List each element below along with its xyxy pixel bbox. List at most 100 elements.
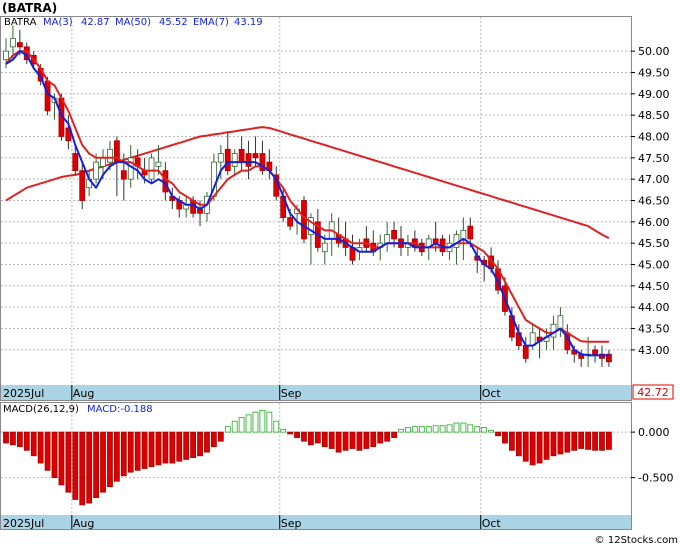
macd-bar: [439, 425, 446, 433]
macd-bar: [72, 431, 79, 500]
candle-body-up: [148, 157, 155, 180]
candle: [259, 140, 266, 175]
macd-bar: [557, 431, 564, 455]
macd-bar: [37, 431, 44, 464]
macd-bar: [391, 431, 397, 438]
macd-bar: [585, 431, 592, 450]
macd-bar: [453, 422, 460, 433]
macd-bar: [502, 431, 508, 444]
candle-body-up: [217, 153, 224, 163]
ema7-layer: [5, 50, 609, 343]
price-month-labels: 2025Jul Aug Sep Oct: [3, 385, 501, 400]
candle: [224, 132, 231, 175]
candle: [72, 145, 79, 175]
candle-body-down: [592, 349, 598, 355]
macd-month-labels: 2025Jul Aug Sep Oct: [3, 515, 501, 530]
legend-ma50-label: MA(50): [115, 17, 151, 28]
macd-bar: [592, 431, 598, 451]
macd-bar: [23, 431, 30, 451]
macd-bar: [10, 431, 16, 446]
macd-bar: [522, 431, 529, 462]
candle-body-up: [100, 157, 106, 167]
macd-bar: [356, 431, 363, 451]
macd-bar: [543, 431, 550, 460]
price-tick-label: 45.50: [638, 237, 670, 250]
macd-bar: [606, 431, 612, 450]
price-tick-label: 43.00: [638, 344, 670, 357]
macd-bar: [204, 431, 210, 453]
macd-bar: [217, 431, 224, 442]
macd-bar: [398, 428, 404, 433]
price-tick-label: 46.00: [638, 216, 670, 229]
candle-body-down: [245, 153, 252, 167]
legend-ma3-value: 42.87: [81, 17, 110, 28]
ma3-layer: [5, 50, 609, 357]
macd-bar: [370, 431, 377, 448]
price-y-axis: 43.00 43.50 44.00 44.50 45.00 45.50 46.00 46.50…: [631, 45, 670, 357]
macd-bar: [571, 431, 578, 451]
macd-bar: [190, 431, 197, 458]
candle-body-up: [107, 148, 113, 163]
macd-bar: [550, 431, 557, 457]
macd-bar: [425, 426, 432, 433]
last-price-label: 42.72: [637, 386, 669, 399]
macd-bar: [169, 431, 176, 464]
candle-body-down: [391, 229, 397, 240]
macd-bar: [363, 431, 370, 449]
price-tick-label: 46.50: [638, 195, 670, 208]
ema7-line: [5, 50, 609, 343]
price-tick-label: 44.00: [638, 301, 670, 314]
candle: [10, 25, 16, 60]
macd-bar: [120, 431, 127, 477]
macd-bar: [564, 431, 571, 453]
macd-bar: [100, 431, 106, 493]
price-date-band: [1, 385, 631, 400]
candle-body-down: [259, 153, 266, 172]
candle-body-up: [10, 37, 16, 48]
macd-bar: [210, 431, 217, 448]
macd-bar: [328, 431, 335, 449]
chart-title: (BATRA): [2, 1, 57, 15]
macd-bar: [301, 431, 307, 442]
candle: [148, 153, 155, 184]
macd-bar: [51, 431, 58, 479]
macd-month-label: 2025Jul: [3, 517, 44, 530]
candle-body-down: [287, 217, 294, 227]
candle: [245, 140, 252, 180]
macd-bar: [245, 414, 252, 433]
price-tick-label: 44.50: [638, 280, 670, 293]
macd-bar: [113, 431, 120, 482]
macd-legend: MACD(26,12,9) MACD:-0.188: [3, 404, 153, 415]
macd-bars-layer: [3, 409, 612, 506]
candle-body-down: [238, 148, 245, 163]
candle-body-down: [467, 225, 474, 240]
macd-bar: [176, 431, 183, 462]
macd-bar: [432, 425, 439, 433]
macd-bar: [155, 431, 162, 466]
watermark: © 12Stocks.com: [595, 535, 678, 546]
macd-bar: [294, 431, 300, 438]
macd-bar: [162, 431, 169, 464]
macd-bar: [377, 431, 384, 444]
price-tick-label: 43.50: [638, 323, 670, 336]
macd-bar: [16, 431, 23, 448]
price-tick-label: 50.00: [638, 45, 670, 58]
candle-body-up: [321, 242, 328, 253]
macd-bar: [599, 431, 605, 451]
macd-tick-label: -0.500: [638, 472, 673, 485]
legend-symbol: BATRA: [4, 17, 37, 28]
price-month-label: 2025Jul: [3, 387, 44, 400]
macd-bar: [93, 431, 99, 499]
macd-bar: [266, 411, 273, 433]
macd-bar: [252, 411, 259, 433]
macd-bar: [141, 431, 148, 469]
macd-bar: [273, 420, 280, 433]
candle-body-up: [231, 153, 238, 167]
price-tick-label: 47.50: [638, 152, 670, 165]
candle-body-down: [16, 42, 23, 48]
legend-ma3-label: MA(3): [43, 17, 73, 28]
macd-bar: [335, 431, 342, 453]
macd-bar: [65, 431, 72, 493]
price-tick-label: 48.00: [638, 130, 670, 143]
